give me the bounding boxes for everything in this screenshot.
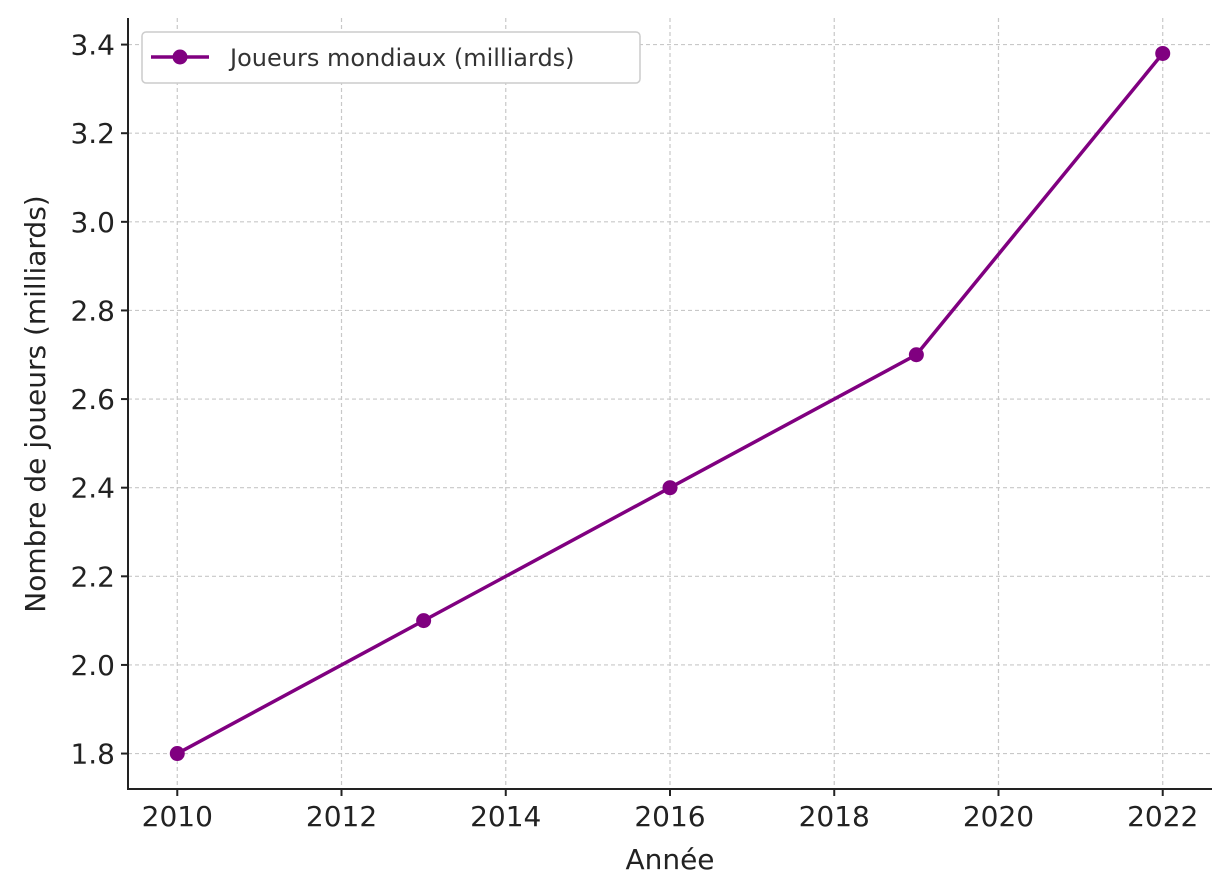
y-tick-label: 2.0 [70,649,115,682]
x-tick-label: 2016 [634,800,705,833]
data-point [1155,45,1171,61]
x-tick-label: 2018 [799,800,870,833]
y-axis-title: Nombre de joueurs (milliards) [19,195,52,612]
data-point [416,613,432,629]
x-tick-label: 2014 [470,800,541,833]
y-tick-label: 2.4 [70,472,115,505]
axis-ticks: 2010 2012 2014 2016 2018 2020 2022 1.8 2.0 2.2 2.4… [70,29,1198,833]
legend-label: Joueurs mondiaux (milliards) [228,44,575,72]
legend-marker-swatch [172,49,188,65]
grid-lines [128,18,1212,789]
data-point [169,746,185,762]
y-tick-label: 3.4 [70,29,115,62]
series-layer [169,45,1171,762]
data-point [908,347,924,363]
data-point [662,480,678,496]
y-tick-label: 2.2 [70,560,115,593]
x-axis-title: Année [625,843,714,876]
x-tick-label: 2020 [963,800,1034,833]
legend-box [141,31,641,84]
y-tick-label: 3.2 [70,117,115,150]
x-tick-label: 2022 [1127,800,1198,833]
legend: Joueurs mondiaux (milliards) [141,31,641,84]
x-tick-label: 2010 [142,800,213,833]
y-tick-label: 2.8 [70,294,115,327]
x-tick-label: 2012 [306,800,377,833]
y-tick-label: 1.8 [70,738,115,771]
y-tick-label: 2.6 [70,383,115,416]
y-tick-label: 3.0 [70,206,115,239]
